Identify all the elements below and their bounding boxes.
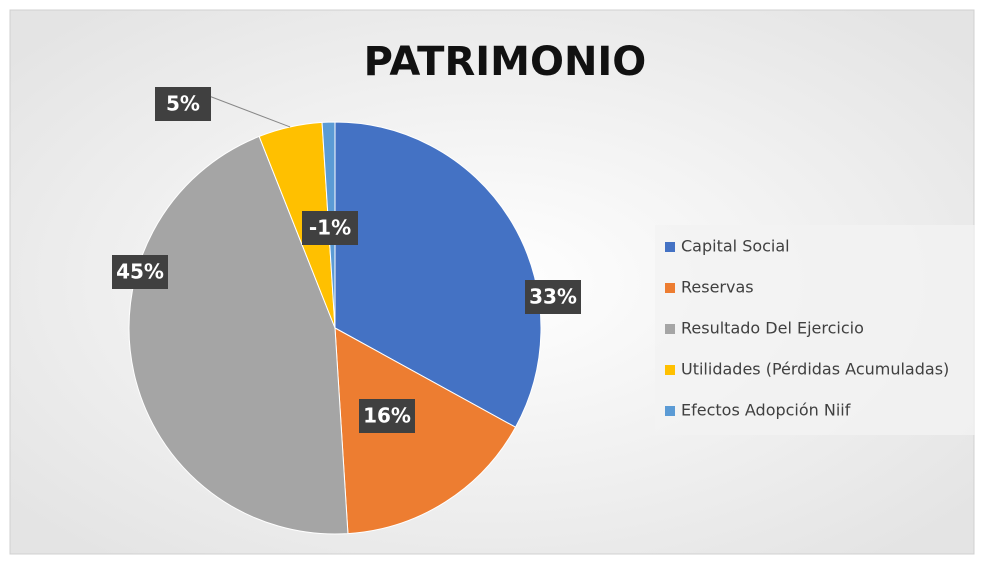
legend-label: Reservas [681, 278, 754, 297]
data-label: 5% [166, 92, 200, 116]
data-label-box [302, 211, 358, 245]
data-label: -1% [309, 216, 351, 240]
legend-swatch [665, 324, 675, 334]
data-label-box [155, 87, 211, 121]
legend-swatch [665, 283, 675, 293]
legend-swatch [665, 406, 675, 416]
legend-label: Efectos Adopción Niif [681, 401, 851, 420]
data-label: 45% [116, 260, 164, 284]
data-label: 16% [363, 404, 411, 428]
legend-label: Resultado Del Ejercicio [681, 319, 864, 338]
legend-box [655, 225, 975, 435]
pie-slice [128, 135, 349, 535]
pie-slice [334, 121, 542, 428]
pie-slice [334, 327, 517, 535]
data-label-box [525, 280, 581, 314]
leader-line [208, 95, 291, 128]
data-label-box [112, 255, 168, 289]
data-label-box [359, 399, 415, 433]
legend-swatch [665, 365, 675, 375]
legend-swatch [665, 242, 675, 252]
legend-label: Utilidades (Pérdidas Acumuladas) [681, 360, 949, 379]
chart-title: PATRIMONIO [364, 39, 647, 85]
data-label: 33% [529, 285, 577, 309]
legend-label: Capital Social [681, 237, 790, 256]
